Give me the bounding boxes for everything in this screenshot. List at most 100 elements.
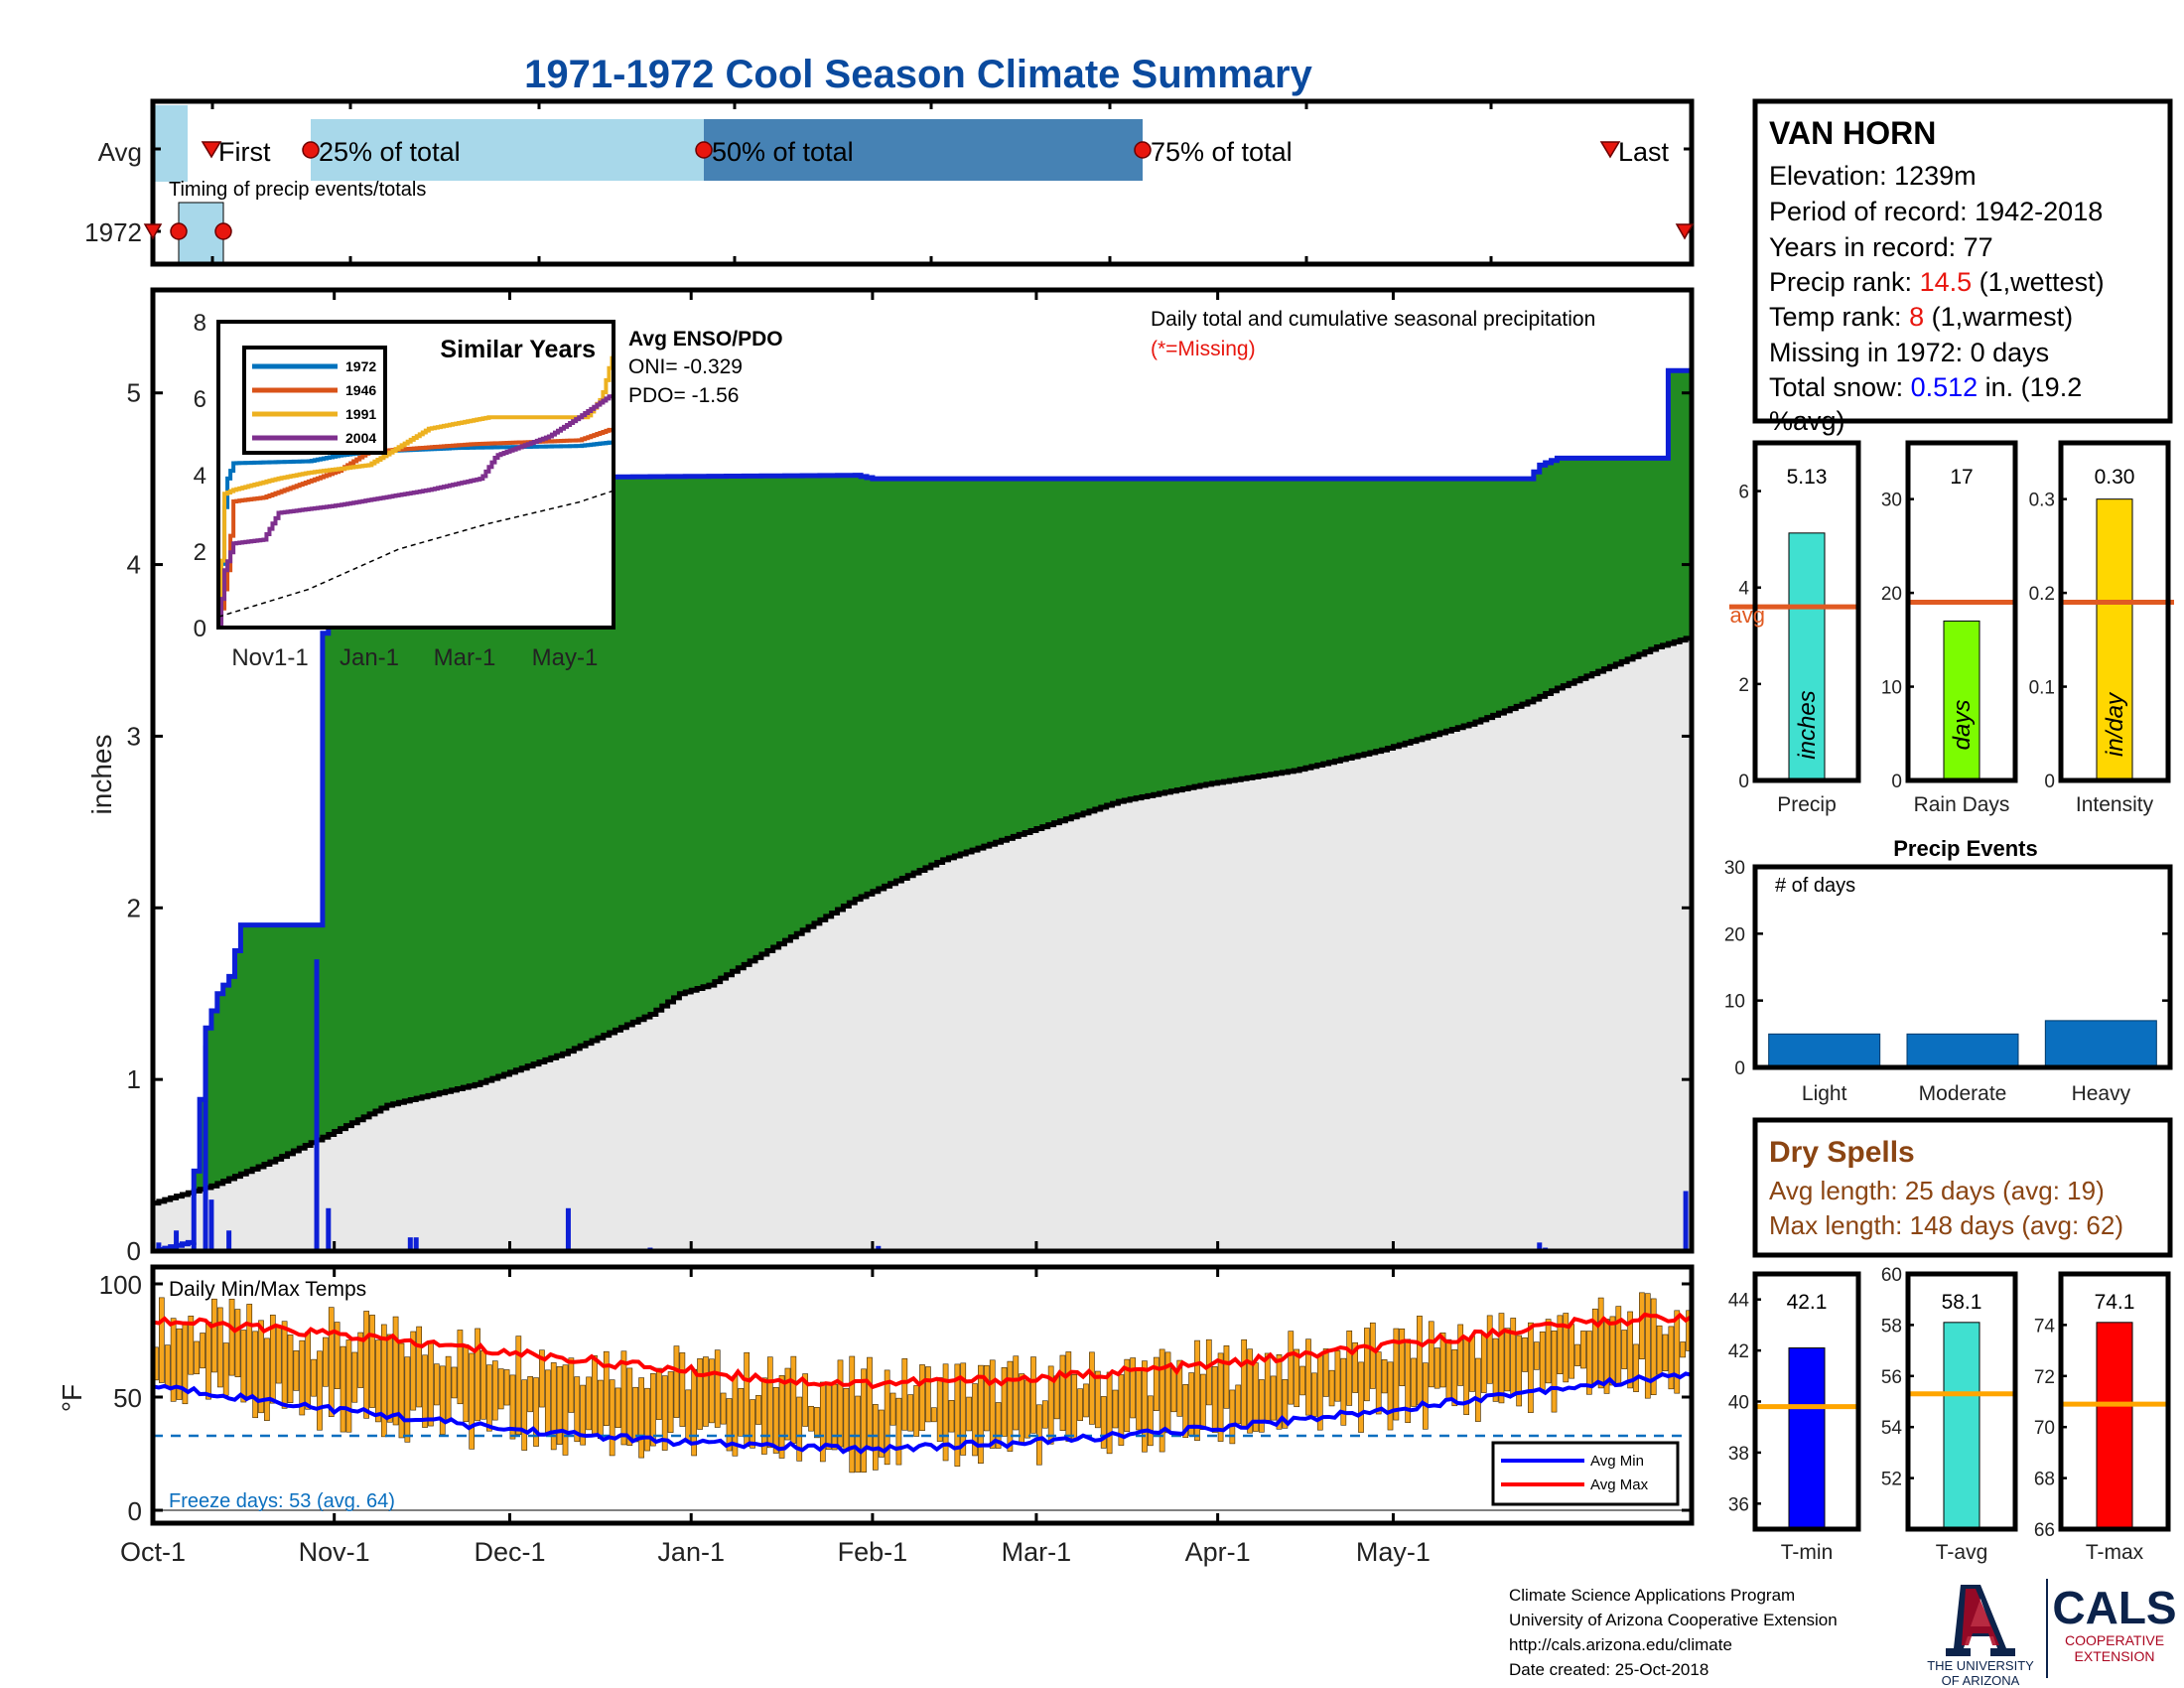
daily-temp-bar [1609, 1316, 1616, 1386]
daily-temp-bar [486, 1364, 492, 1432]
timing-row-avg: Avg [98, 137, 142, 167]
events-bar [1906, 1033, 2019, 1068]
temp-ytick-100: 100 [99, 1270, 142, 1300]
daily-temp-bar [1417, 1316, 1423, 1406]
daily-precip-bar [174, 1230, 180, 1251]
daily-temp-bar [1469, 1336, 1475, 1392]
daily-temp-bar [158, 1297, 165, 1383]
dry-spells-box: Dry Spells Avg length: 25 days (avg: 19)… [1752, 1117, 2173, 1258]
daily-temp-bar [1627, 1311, 1633, 1389]
daily-temp-bar [1510, 1318, 1517, 1396]
last-1972-marker-icon [1675, 223, 1695, 240]
temp-rank: Temp rank: 8 (1,warmest) [1769, 302, 2073, 332]
daily-temp-bar [1089, 1351, 1095, 1425]
daily-temp-bar [222, 1342, 229, 1396]
daily-temp-bar [1328, 1369, 1335, 1407]
events-ytick: 0 [1734, 1058, 1745, 1079]
daily-temp-bar [334, 1322, 341, 1389]
daily-temp-bar [269, 1315, 276, 1404]
daily-temp-bar [849, 1355, 856, 1474]
daily-temp-bar [170, 1318, 177, 1402]
daily-temp-bar [164, 1344, 171, 1388]
timing-label-75: 75% of total [1151, 137, 1293, 167]
daily-temp-bar [620, 1350, 627, 1446]
daily-temp-bar [1288, 1331, 1295, 1405]
temp-ytick-50: 50 [113, 1383, 142, 1413]
summary-value: 17 [1950, 466, 1973, 489]
legend-1972: 1972 [345, 358, 376, 374]
daily-temp-bar [1235, 1384, 1242, 1425]
daily-temp-bar [1644, 1293, 1651, 1399]
daily-temp-bar [281, 1321, 288, 1409]
daily-temp-bar [509, 1374, 516, 1440]
timing-panel: Avg 1972 First 25% of total 50% of total… [84, 98, 1695, 267]
temp-summary-ytick: 74 [2034, 1316, 2056, 1336]
daily-temp-bar [1112, 1389, 1119, 1429]
daily-temp-bar [1639, 1292, 1645, 1360]
daily-temp-bar [1065, 1351, 1072, 1442]
month-tick-label: Dec-1 [474, 1537, 545, 1567]
daily-temp-bar [574, 1376, 581, 1443]
daily-precip-bar [1683, 1191, 1689, 1251]
daily-temp-bar [1200, 1373, 1206, 1430]
daily-temp-bar [422, 1354, 428, 1428]
footer-line-2: University of Arizona Cooperative Extens… [1509, 1611, 1838, 1629]
daily-temp-bar [1445, 1338, 1452, 1400]
avg-label: avg [1730, 603, 1765, 628]
month-tick-label: Apr-1 [1185, 1537, 1251, 1567]
daily-temp-bar [1241, 1338, 1247, 1430]
daily-temp-bar [1194, 1339, 1200, 1442]
daily-temp-bars [153, 1292, 1692, 1474]
daily-temp-bar [1223, 1345, 1230, 1409]
timing-avg-25-box [311, 119, 704, 181]
events-bar [1768, 1033, 1881, 1068]
temp-summary-label: T-avg [1936, 1541, 1988, 1564]
daily-temp-bar [491, 1360, 498, 1421]
daily-temp-bar [889, 1392, 896, 1426]
daily-temp-bar [480, 1350, 486, 1420]
daily-temp-bar [539, 1349, 545, 1408]
ua-line-1: THE UNIVERSITY [1927, 1658, 2034, 1673]
daily-temp-bar [345, 1339, 352, 1433]
inset-xtick-mar: Mar-1 [434, 644, 496, 671]
daily-precip-bar [407, 1237, 413, 1251]
events-category: Heavy [2072, 1082, 2131, 1105]
temp-frame [150, 1264, 1695, 1526]
month-tick-label: Oct-1 [120, 1537, 186, 1567]
inset-xtick-jan: Jan-1 [340, 644, 399, 671]
daily-precip-bar [208, 1199, 214, 1251]
temp-summary-ytick: 44 [1728, 1291, 1750, 1312]
temp-summary-bar [2096, 1322, 2133, 1530]
daily-temp-bar [1428, 1321, 1434, 1388]
daily-temp-bar [1586, 1331, 1592, 1395]
daily-temp-bar [1334, 1350, 1341, 1402]
daily-temp-bar [1393, 1328, 1400, 1421]
daily-temp-bar [913, 1385, 919, 1437]
daily-temp-bar [784, 1367, 791, 1441]
daily-temp-bar [497, 1368, 504, 1410]
daily-temp-bar [1211, 1366, 1218, 1433]
daily-temp-bar [299, 1339, 306, 1416]
daily-temp-bar [1475, 1357, 1481, 1422]
daily-temp-bar [1480, 1334, 1487, 1393]
inset-ytick-4: 4 [194, 463, 206, 490]
daily-temp-bar [1516, 1335, 1522, 1407]
events-ytick: 30 [1724, 858, 1745, 879]
daily-temp-bar [211, 1298, 217, 1373]
daily-temp-bar [814, 1407, 820, 1439]
daily-temp-bar [1077, 1388, 1083, 1421]
precip-rank: Precip rank: 14.5 (1,wettest) [1769, 267, 2105, 297]
daily-temp-bar [609, 1379, 615, 1457]
summary-bar [2096, 498, 2133, 781]
daily-temp-bar [188, 1316, 195, 1375]
daily-temp-bar [1106, 1371, 1113, 1455]
temp-summary-ytick: 54 [1881, 1418, 1903, 1439]
daily-temp-bar [1294, 1348, 1300, 1408]
daily-temp-bar [1346, 1331, 1353, 1406]
daily-temp-bar [1205, 1338, 1212, 1406]
daily-temp-bar [375, 1339, 381, 1423]
daily-temp-bar [1422, 1362, 1429, 1430]
daily-temp-bar [234, 1309, 241, 1378]
enso-title: Avg ENSO/PDO [628, 328, 783, 351]
summary-bar [1788, 532, 1826, 781]
